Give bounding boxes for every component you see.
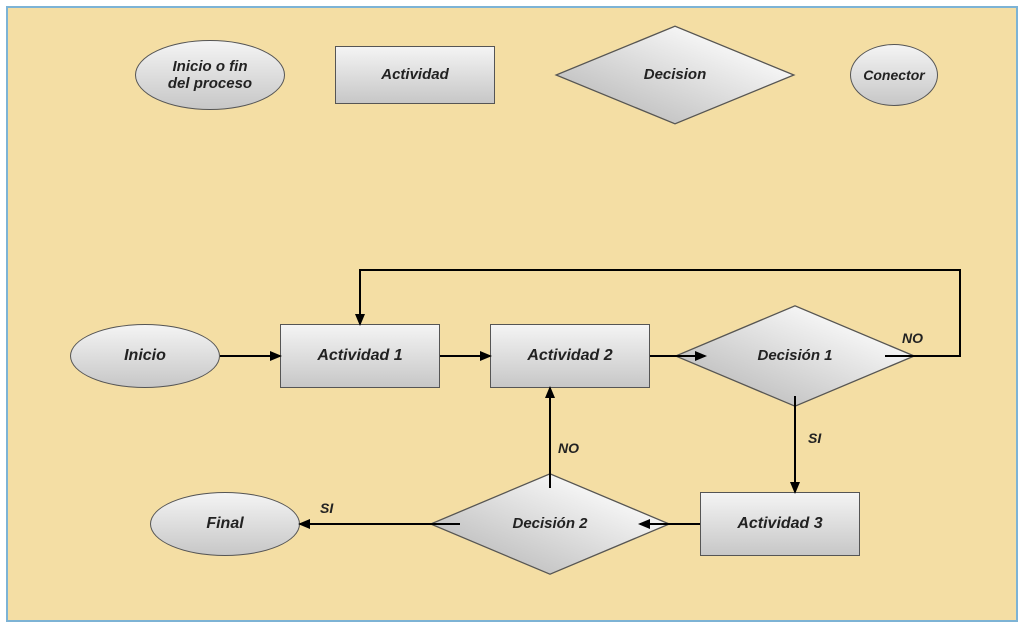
legend-decision-label: Decision [644, 66, 707, 83]
node-actividad-1: Actividad 1 [280, 324, 440, 388]
edge-label-e_dec1_no_loop: NO [902, 330, 923, 346]
edge-label-e_dec2_no_up: NO [558, 440, 579, 456]
edge-label-e_dec1_si_down: SI [808, 430, 821, 446]
legend-activity: Actividad [335, 46, 495, 104]
flowchart-canvas: Inicio o findel proceso Actividad Decisi… [0, 0, 1024, 628]
node-actividad-1-label: Actividad 1 [317, 347, 402, 365]
legend-activity-label: Actividad [381, 66, 449, 83]
node-final: Final [150, 492, 300, 556]
legend-decision: Decision [580, 36, 770, 114]
legend-terminator-label: Inicio o findel proceso [168, 58, 252, 93]
legend-terminator: Inicio o findel proceso [135, 40, 285, 110]
node-inicio: Inicio [70, 324, 220, 388]
node-actividad-3-label: Actividad 3 [737, 515, 822, 533]
legend-connector-label: Conector [863, 67, 924, 83]
edge-label-e_dec2_si_fin: SI [320, 500, 333, 516]
node-final-label: Final [206, 515, 243, 533]
node-decision-1: Decisión 1 [700, 316, 890, 396]
node-actividad-3: Actividad 3 [700, 492, 860, 556]
node-inicio-label: Inicio [124, 347, 166, 365]
node-actividad-2: Actividad 2 [490, 324, 650, 388]
node-decision-2: Decisión 2 [455, 484, 645, 564]
node-actividad-2-label: Actividad 2 [527, 347, 612, 365]
legend-connector: Conector [850, 44, 938, 106]
node-decision-2-label: Decisión 2 [512, 515, 587, 532]
node-decision-1-label: Decisión 1 [757, 347, 832, 364]
